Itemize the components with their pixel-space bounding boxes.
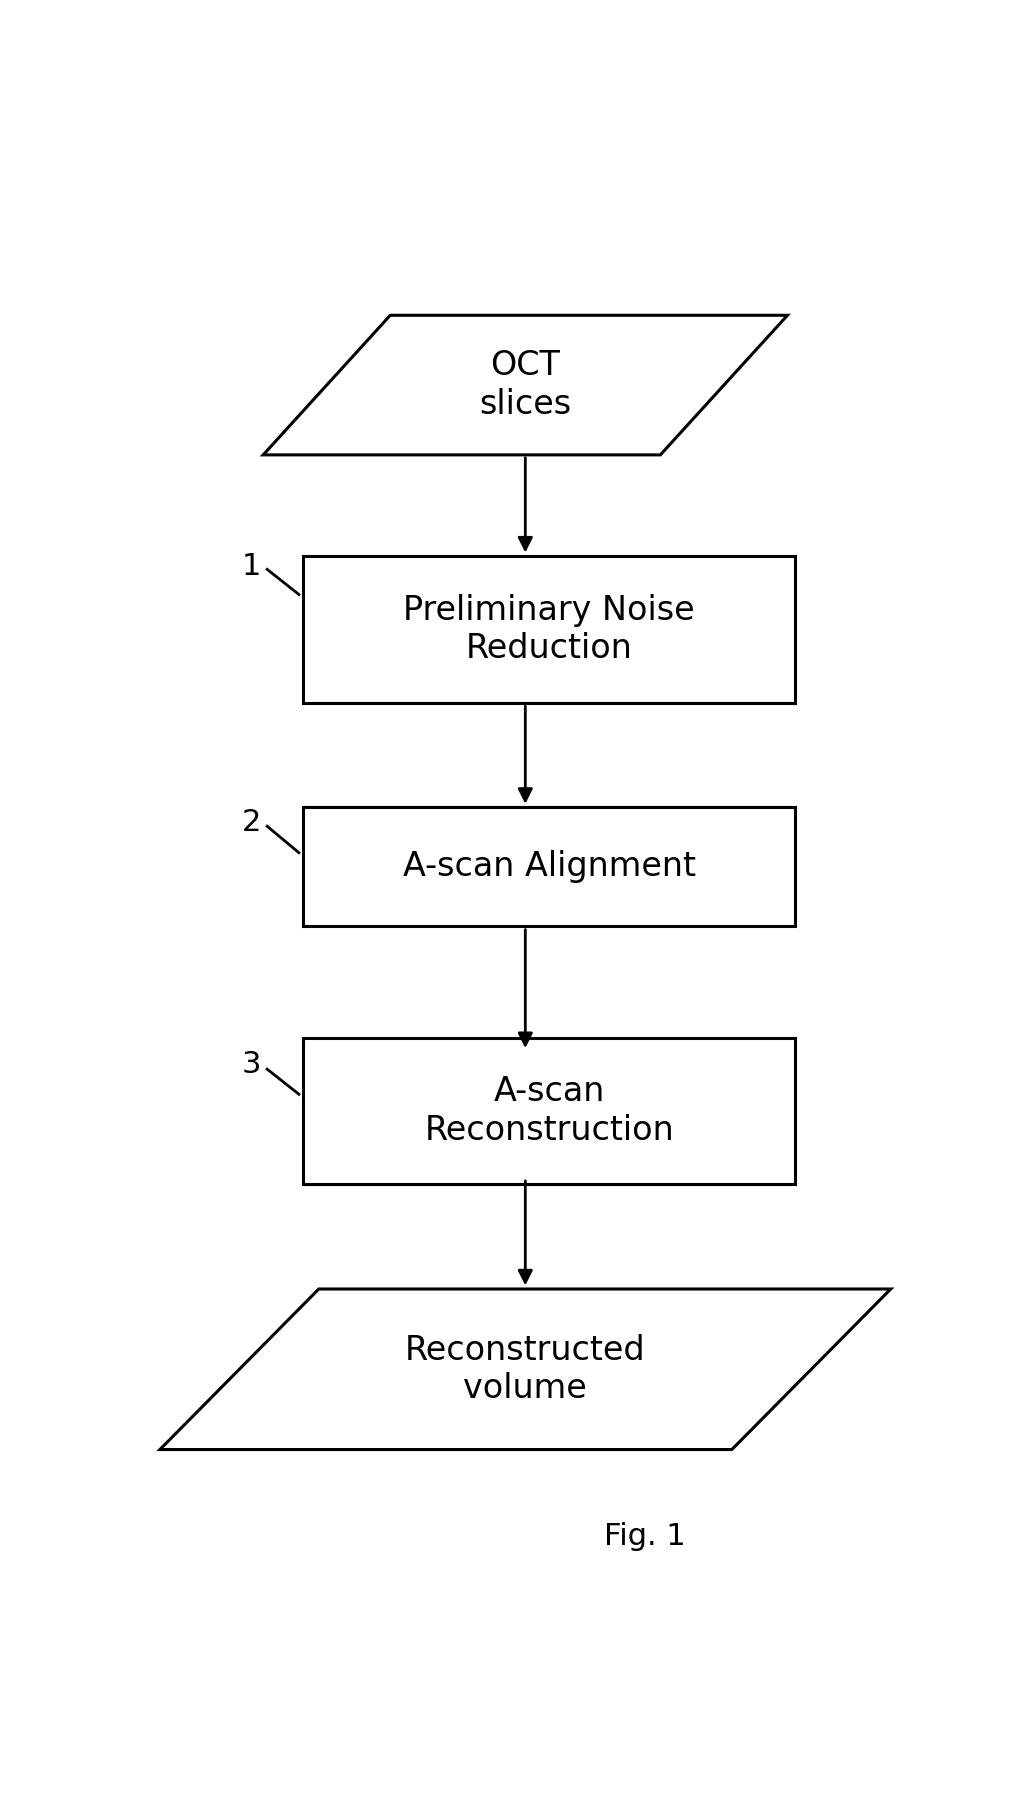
Bar — [303, 1037, 795, 1184]
Text: 2: 2 — [242, 807, 261, 836]
Text: OCT
slices: OCT slices — [480, 350, 571, 421]
Text: A-scan Alignment: A-scan Alignment — [403, 850, 696, 883]
Polygon shape — [160, 1289, 891, 1450]
Bar — [303, 807, 795, 926]
Text: 1: 1 — [242, 553, 261, 580]
Text: Fig. 1: Fig. 1 — [604, 1523, 686, 1552]
Polygon shape — [263, 315, 787, 455]
Bar — [303, 557, 795, 703]
Text: A-scan
Reconstruction: A-scan Reconstruction — [424, 1075, 674, 1146]
Text: Reconstructed
volume: Reconstructed volume — [405, 1334, 646, 1405]
Text: 3: 3 — [242, 1050, 261, 1079]
Text: Preliminary Noise
Reduction: Preliminary Noise Reduction — [403, 595, 695, 665]
